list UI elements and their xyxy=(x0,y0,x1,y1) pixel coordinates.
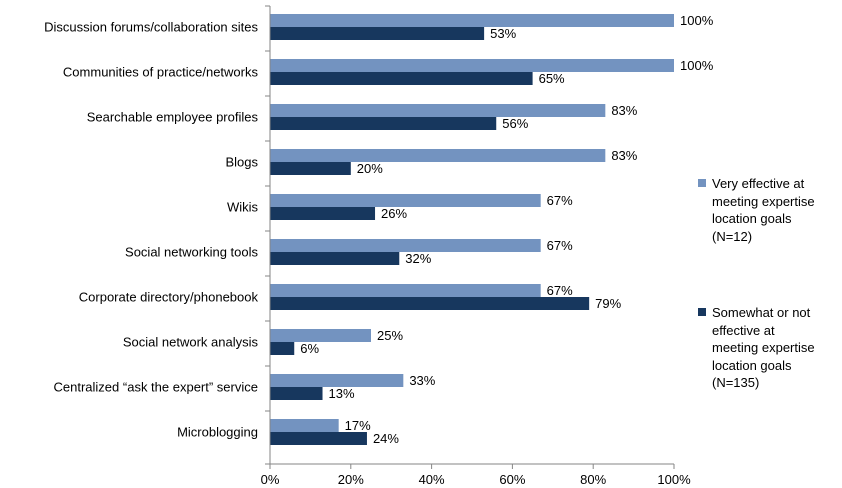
x-tick-label: 40% xyxy=(419,472,445,487)
legend-line: location goals xyxy=(712,357,792,373)
category-label: Blogs xyxy=(225,155,258,170)
legend-line: meeting expertise xyxy=(712,193,815,209)
x-tick-label: 0% xyxy=(261,472,280,487)
x-tick-label: 80% xyxy=(580,472,606,487)
bar-somewhat-effective xyxy=(270,72,533,85)
data-label: 100% xyxy=(680,13,714,28)
bar-very-effective xyxy=(270,419,339,432)
category-label: Discussion forums/collaboration sites xyxy=(44,20,258,35)
legend-label-very-effective: Very effective at meeting expertise loca… xyxy=(712,175,838,245)
category-label: Wikis xyxy=(227,200,259,215)
data-label: 83% xyxy=(611,148,637,163)
legend-swatch-somewhat-effective xyxy=(698,308,706,316)
legend-item-somewhat-effective: Somewhat or not effective at meeting exp… xyxy=(698,304,838,392)
bar-somewhat-effective xyxy=(270,342,295,355)
data-label: 79% xyxy=(595,296,621,311)
legend-line: Very effective at xyxy=(712,176,805,191)
legend-line: (N=12) xyxy=(712,228,753,244)
bar-somewhat-effective xyxy=(270,432,367,445)
data-label: 6% xyxy=(300,341,319,356)
bar-very-effective xyxy=(270,104,606,117)
category-label: Corporate directory/phonebook xyxy=(79,290,259,305)
bar-somewhat-effective xyxy=(270,207,376,220)
bar-somewhat-effective xyxy=(270,387,323,400)
bar-very-effective xyxy=(270,194,541,207)
legend-swatch-very-effective xyxy=(698,179,706,187)
data-label: 56% xyxy=(502,116,528,131)
bar-very-effective xyxy=(270,59,674,72)
data-label: 26% xyxy=(381,206,407,221)
category-label: Centralized “ask the expert” service xyxy=(54,380,258,395)
data-label: 33% xyxy=(409,373,435,388)
legend-line: effective at xyxy=(712,322,775,338)
data-label: 65% xyxy=(539,71,565,86)
legend-line: meeting expertise xyxy=(712,340,815,355)
data-label: 17% xyxy=(345,418,371,433)
data-label: 100% xyxy=(680,58,714,73)
category-label: Microblogging xyxy=(177,425,258,440)
data-label: 53% xyxy=(490,26,516,41)
bar-very-effective xyxy=(270,329,371,342)
category-label: Social network analysis xyxy=(123,335,259,350)
bar-somewhat-effective xyxy=(270,297,590,310)
data-label: 24% xyxy=(373,431,399,446)
data-label: 67% xyxy=(547,238,573,253)
category-label: Social networking tools xyxy=(125,245,258,260)
data-label: 83% xyxy=(611,103,637,118)
bar-very-effective xyxy=(270,239,541,252)
bar-somewhat-effective xyxy=(270,117,497,130)
legend-line: (N=135) xyxy=(712,375,760,390)
x-tick-label: 60% xyxy=(499,472,525,487)
data-label: 32% xyxy=(405,251,431,266)
bar-very-effective xyxy=(270,149,606,162)
bar-very-effective xyxy=(270,284,541,297)
data-label: 13% xyxy=(329,386,355,401)
bar-somewhat-effective xyxy=(270,162,351,175)
data-label: 67% xyxy=(547,193,573,208)
legend-item-very-effective: Very effective at meeting expertise loca… xyxy=(698,175,838,245)
bar-very-effective xyxy=(270,14,674,27)
category-label: Searchable employee profiles xyxy=(87,110,259,125)
data-label: 20% xyxy=(357,161,383,176)
bar-somewhat-effective xyxy=(270,252,400,265)
x-tick-label: 20% xyxy=(338,472,364,487)
data-label: 67% xyxy=(547,283,573,298)
category-label: Communities of practice/networks xyxy=(63,65,259,80)
bar-somewhat-effective xyxy=(270,27,485,40)
x-tick-label: 100% xyxy=(657,472,691,487)
data-label: 25% xyxy=(377,328,403,343)
legend-label-somewhat-effective: Somewhat or not effective at meeting exp… xyxy=(712,304,838,392)
legend-line: location goals xyxy=(712,211,792,226)
legend-line: Somewhat or not xyxy=(712,305,811,320)
bar-very-effective xyxy=(270,374,404,387)
